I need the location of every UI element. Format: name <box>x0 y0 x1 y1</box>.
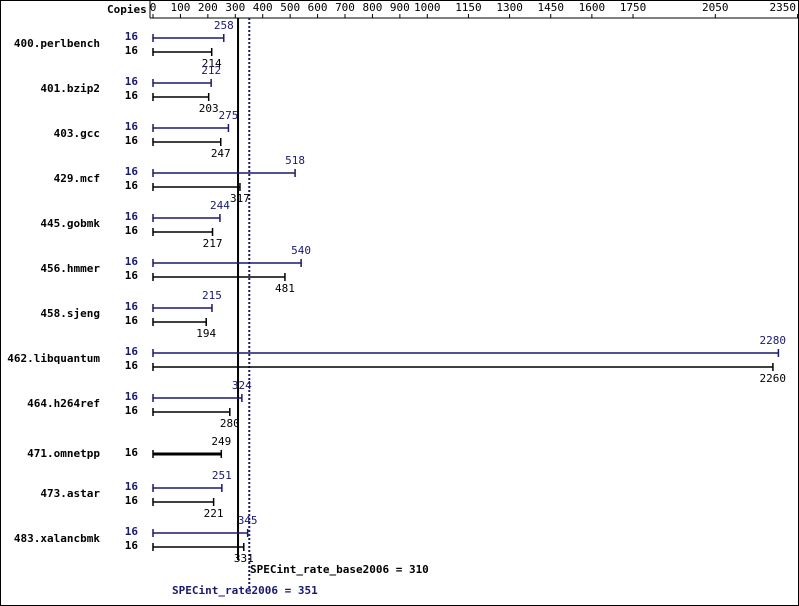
x-tick-label: 1150 <box>455 1 482 14</box>
copies-label: 16 <box>125 269 139 282</box>
x-tick-label: 1750 <box>620 1 647 14</box>
category-label: 458.sjeng <box>40 307 100 320</box>
x-tick-label: 0 <box>150 1 157 14</box>
value-label: 244 <box>210 199 230 212</box>
copies-label: 16 <box>125 480 139 493</box>
copies-label: 16 <box>125 446 139 459</box>
value-label: 317 <box>230 192 250 205</box>
x-tick-label: 800 <box>363 1 383 14</box>
value-label: 214 <box>202 57 222 70</box>
value-label: 331 <box>234 552 254 565</box>
x-tick-label: 1300 <box>496 1 523 14</box>
x-tick-label: 1000 <box>414 1 441 14</box>
copies-label: 16 <box>125 75 139 88</box>
copies-label: 16 <box>125 525 139 538</box>
copies-label: 16 <box>125 390 139 403</box>
category-label: 473.astar <box>40 487 100 500</box>
value-label: 2280 <box>760 334 787 347</box>
category-label: 456.hmmer <box>40 262 100 275</box>
value-label: 275 <box>218 109 238 122</box>
copies-label: 16 <box>125 134 139 147</box>
copies-label: 16 <box>125 345 139 358</box>
copies-label: 16 <box>125 179 139 192</box>
category-label: 483.xalancbmk <box>14 532 100 545</box>
x-tick-label: 2050 <box>702 1 729 14</box>
value-label: 540 <box>291 244 311 257</box>
x-tick-label: 300 <box>225 1 245 14</box>
copies-label: 16 <box>125 300 139 313</box>
value-label: 2260 <box>760 372 787 385</box>
copies-label: 16 <box>125 494 139 507</box>
category-label: 445.gobmk <box>40 217 100 230</box>
copies-label: 16 <box>125 44 139 57</box>
copies-label: 16 <box>125 210 139 223</box>
x-tick-label: 400 <box>253 1 273 14</box>
x-tick-label: 600 <box>308 1 328 14</box>
x-axis-label: Copies <box>107 3 147 16</box>
copies-label: 16 <box>125 165 139 178</box>
x-tick-label: 2350 <box>770 1 797 14</box>
category-label: 403.gcc <box>54 127 100 140</box>
copies-label: 16 <box>125 120 139 133</box>
category-label: 471.omnetpp <box>27 447 100 460</box>
value-label: 324 <box>232 379 252 392</box>
value-label: 249 <box>211 435 231 448</box>
value-label: 203 <box>199 102 219 115</box>
value-label: 247 <box>211 147 231 160</box>
category-label: 401.bzip2 <box>40 82 100 95</box>
x-tick-label: 100 <box>170 1 190 14</box>
category-label: 429.mcf <box>54 172 100 185</box>
value-label: 280 <box>220 417 240 430</box>
value-label: 215 <box>202 289 222 302</box>
x-tick-label: 1600 <box>579 1 606 14</box>
category-label: 462.libquantum <box>7 352 100 365</box>
x-tick-label: 200 <box>198 1 218 14</box>
value-label: 221 <box>204 507 224 520</box>
value-label: 258 <box>214 19 234 32</box>
x-tick-label: 1450 <box>537 1 564 14</box>
value-label: 518 <box>285 154 305 167</box>
value-label: 212 <box>201 64 221 77</box>
value-label: 251 <box>212 469 232 482</box>
copies-label: 16 <box>125 255 139 268</box>
copies-label: 16 <box>125 404 139 417</box>
copies-label: 16 <box>125 30 139 43</box>
copies-label: 16 <box>125 224 139 237</box>
reference-label: SPECint_rate_base2006 = 310 <box>250 563 429 576</box>
copies-label: 16 <box>125 89 139 102</box>
value-label: 481 <box>275 282 295 295</box>
category-label: 400.perlbench <box>14 37 100 50</box>
copies-label: 16 <box>125 359 139 372</box>
reference-label: SPECint_rate2006 = 351 <box>172 584 318 597</box>
value-label: 194 <box>196 327 216 340</box>
value-label: 345 <box>238 514 258 527</box>
x-tick-label: 500 <box>280 1 300 14</box>
copies-label: 16 <box>125 314 139 327</box>
x-tick-label: 900 <box>390 1 410 14</box>
value-label: 217 <box>203 237 223 250</box>
category-label: 464.h264ref <box>27 397 100 410</box>
copies-label: 16 <box>125 539 139 552</box>
x-tick-label: 700 <box>335 1 355 14</box>
